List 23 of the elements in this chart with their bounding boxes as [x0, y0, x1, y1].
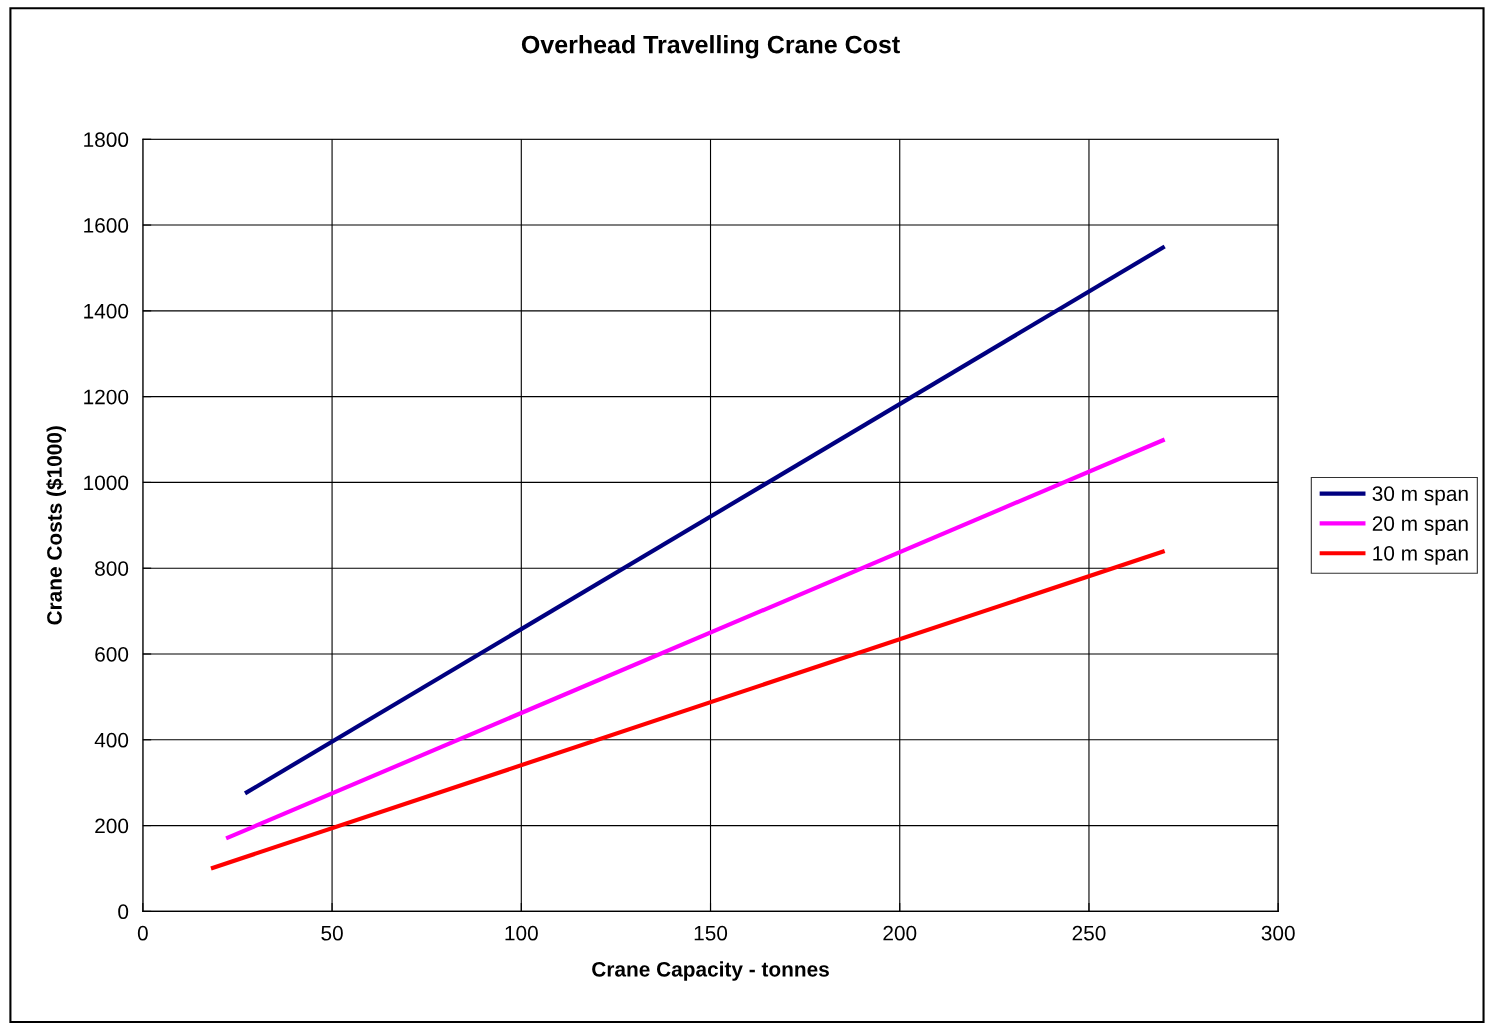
- y-tick-label: 1800: [84, 132, 129, 148]
- y-tick-label: 800: [95, 561, 129, 576]
- y-tick-label: 1600: [84, 218, 129, 233]
- y-tick-label: 400: [94, 732, 129, 748]
- x-tick-label: 50: [321, 925, 343, 941]
- x-tick-label: 100: [505, 925, 538, 941]
- y-tick-label: 1400: [84, 303, 129, 319]
- legend-label: 20 m span: [1372, 516, 1468, 536]
- x-tick-label: 300: [1261, 925, 1295, 941]
- chart-title: Overhead Travelling Crane Cost: [521, 35, 900, 59]
- y-tick-label: 1000: [84, 475, 129, 491]
- y-tick-label: 1200: [84, 389, 129, 405]
- x-tick-label: 250: [1072, 925, 1106, 941]
- legend-label: 10 m span: [1373, 545, 1468, 565]
- y-tick-label: 0: [118, 904, 129, 920]
- x-tick-label: 150: [694, 925, 728, 941]
- y-tick-label: 200: [95, 818, 129, 834]
- legend-label: 30 m span: [1372, 486, 1468, 506]
- y-tick-label: 600: [95, 647, 129, 662]
- x-axis-title: Crane Capacity - tonnes: [592, 961, 829, 981]
- x-tick-label: 0: [137, 925, 148, 941]
- y-axis-title: Crane Costs ($1000): [46, 426, 66, 625]
- x-tick-label: 200: [883, 925, 917, 941]
